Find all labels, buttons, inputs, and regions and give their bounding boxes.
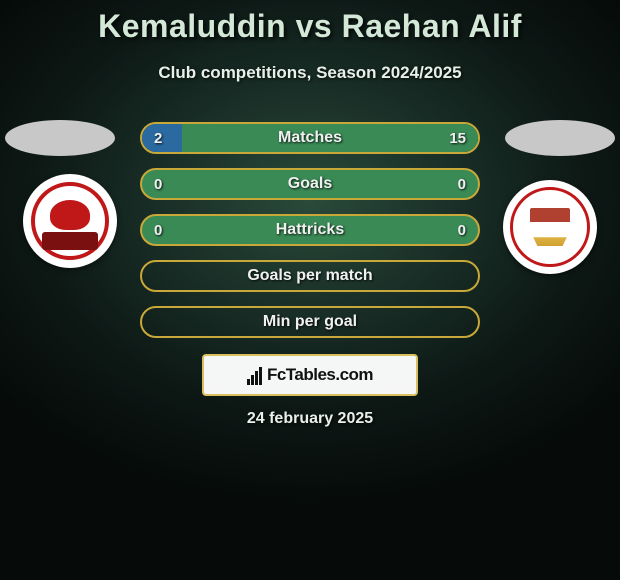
stat-row: Min per goal bbox=[140, 306, 480, 338]
stat-label: Hattricks bbox=[276, 221, 344, 239]
stat-row: Goals per match bbox=[140, 260, 480, 292]
stat-value-left: 0 bbox=[154, 170, 162, 198]
brand-box[interactable]: FcTables.com bbox=[202, 354, 418, 396]
stat-label: Goals bbox=[288, 175, 332, 193]
season-subtitle: Club competitions, Season 2024/2025 bbox=[0, 63, 620, 83]
stat-row: 2 15 Matches bbox=[140, 122, 480, 154]
madura-crest-icon bbox=[31, 182, 109, 260]
bull-icon bbox=[50, 200, 90, 230]
psm-crest-icon bbox=[510, 187, 590, 267]
ship-icon bbox=[529, 224, 571, 246]
stat-value-left: 2 bbox=[154, 124, 162, 152]
stat-value-right: 15 bbox=[449, 124, 466, 152]
country-flag-left bbox=[5, 120, 115, 156]
stat-value-right: 0 bbox=[458, 216, 466, 244]
stat-row: 0 0 Goals bbox=[140, 168, 480, 200]
bar-chart-icon bbox=[247, 365, 263, 385]
footer-date: 24 february 2025 bbox=[0, 410, 620, 428]
stat-label: Matches bbox=[278, 129, 342, 147]
brick-icon bbox=[530, 208, 570, 222]
stat-value-right: 0 bbox=[458, 170, 466, 198]
stat-row: 0 0 Hattricks bbox=[140, 214, 480, 246]
team-badge-left bbox=[23, 174, 117, 268]
stat-value-left: 0 bbox=[154, 216, 162, 244]
stat-label: Goals per match bbox=[247, 267, 372, 285]
page-title: Kemaluddin vs Raehan Alif bbox=[0, 0, 620, 45]
stat-label: Min per goal bbox=[263, 313, 357, 331]
brand-text: FcTables.com bbox=[267, 365, 373, 384]
country-flag-right bbox=[505, 120, 615, 156]
fctables-logo: FcTables.com bbox=[247, 365, 373, 385]
stats-container: 2 15 Matches 0 0 Goals 0 0 Hattricks Goals per ma… bbox=[140, 122, 480, 352]
team-badge-right bbox=[503, 180, 597, 274]
